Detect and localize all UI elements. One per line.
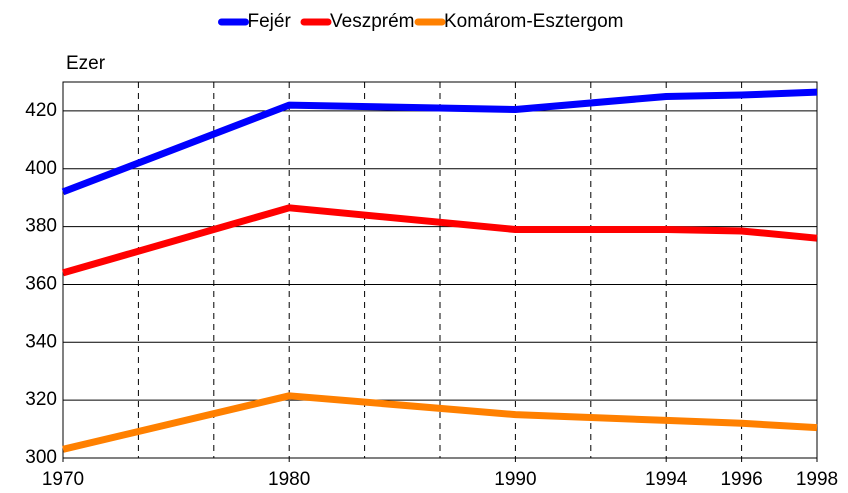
legend-label: Veszprém <box>330 11 414 32</box>
x-tick-label: 1996 <box>720 469 762 490</box>
y-tick-label: 380 <box>25 216 57 237</box>
legend-label: Komárom-Esztergom <box>444 11 624 32</box>
legend-label: Fejér <box>248 11 292 32</box>
series-line <box>61 88 818 196</box>
y-tick-label: 320 <box>25 389 57 410</box>
y-tick-label: 420 <box>25 100 57 121</box>
series-line <box>62 204 818 277</box>
x-tick-label: 1980 <box>268 469 310 490</box>
y-tick-label: 340 <box>25 331 57 352</box>
series-line <box>62 392 818 453</box>
x-tick-label: 1970 <box>42 469 84 490</box>
y-axis-label: Ezer <box>66 53 106 74</box>
x-tick-label: 1994 <box>645 469 688 490</box>
y-tick-label: 300 <box>25 447 57 468</box>
x-tick-label: 1990 <box>494 469 536 490</box>
y-tick-label: 400 <box>25 158 57 179</box>
x-tick-label: 1998 <box>796 469 838 490</box>
y-tick-label: 360 <box>25 273 57 294</box>
